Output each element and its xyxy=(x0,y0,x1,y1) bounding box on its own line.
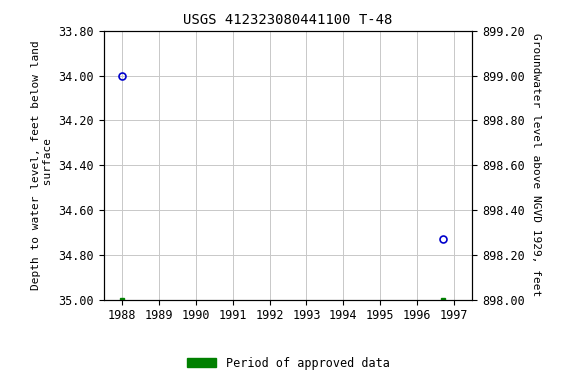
Y-axis label: Depth to water level, feet below land
 surface: Depth to water level, feet below land su… xyxy=(31,40,53,290)
Title: USGS 412323080441100 T-48: USGS 412323080441100 T-48 xyxy=(183,13,393,27)
Legend: Period of approved data: Period of approved data xyxy=(182,352,394,374)
Y-axis label: Groundwater level above NGVD 1929, feet: Groundwater level above NGVD 1929, feet xyxy=(532,33,541,297)
